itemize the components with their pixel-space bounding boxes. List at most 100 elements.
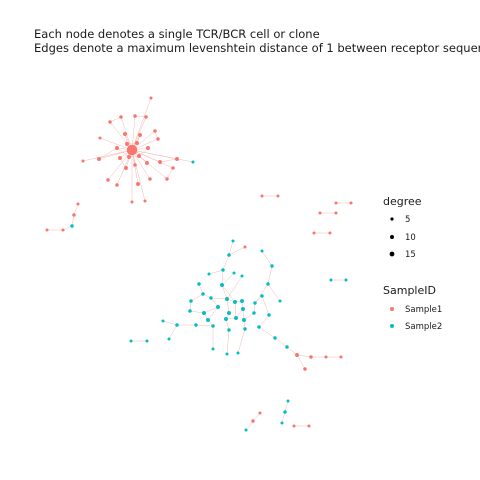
chart-title-line-1: Each node denotes a single TCR/BCR cell … bbox=[34, 27, 320, 41]
network-node bbox=[252, 311, 256, 315]
network-edge bbox=[131, 115, 136, 151]
network-node bbox=[283, 410, 287, 414]
legend-degree-label-10: 10 bbox=[405, 233, 416, 243]
network-node bbox=[175, 323, 179, 327]
network-node bbox=[260, 249, 264, 253]
network-edge bbox=[221, 272, 235, 286]
legend-sample2-label: Sample2 bbox=[405, 322, 442, 332]
network-node bbox=[81, 159, 85, 163]
network-node bbox=[260, 294, 264, 298]
network-edge bbox=[221, 284, 236, 303]
network-node bbox=[145, 161, 149, 165]
network-edge bbox=[107, 149, 133, 181]
network-edge bbox=[168, 324, 178, 340]
network-edge bbox=[284, 400, 289, 413]
network-edge bbox=[261, 295, 270, 316]
network-node bbox=[146, 146, 150, 150]
network-node bbox=[278, 299, 282, 303]
network-node bbox=[211, 347, 215, 351]
network-edge bbox=[296, 354, 306, 370]
legend-sample1-key bbox=[390, 307, 394, 311]
network-edge bbox=[207, 306, 219, 321]
network-node bbox=[240, 299, 244, 303]
network-edge bbox=[258, 314, 270, 328]
network-node bbox=[126, 144, 138, 156]
network-edge bbox=[243, 312, 255, 321]
network-node bbox=[165, 177, 169, 181]
network-node bbox=[227, 311, 231, 315]
network-edge bbox=[226, 298, 230, 314]
legend-degree-key-15 bbox=[389, 251, 395, 257]
network-edge bbox=[166, 167, 174, 180]
network-node bbox=[76, 202, 80, 206]
network-node bbox=[216, 305, 220, 309]
network-node bbox=[144, 115, 148, 119]
network-node bbox=[197, 282, 201, 286]
network-node bbox=[292, 424, 296, 428]
network-node bbox=[98, 136, 102, 140]
network-edge bbox=[131, 149, 151, 180]
network-edge bbox=[131, 149, 139, 185]
network-node bbox=[328, 231, 332, 235]
legend-degree-title: degree bbox=[383, 195, 422, 208]
network-node bbox=[270, 264, 274, 268]
edges-layer bbox=[47, 97, 351, 431]
network-node bbox=[153, 129, 157, 133]
network-node bbox=[227, 253, 231, 257]
legend-degree-key-5 bbox=[390, 217, 394, 221]
network-node bbox=[119, 115, 123, 119]
network-edge bbox=[134, 115, 147, 118]
network-node bbox=[206, 318, 210, 322]
network-node bbox=[220, 283, 224, 287]
network-node bbox=[286, 399, 290, 403]
network-node bbox=[329, 278, 333, 282]
network-node bbox=[232, 271, 236, 275]
network-node bbox=[258, 411, 262, 415]
network-edge bbox=[131, 149, 194, 163]
network-node bbox=[236, 351, 240, 355]
network-node bbox=[334, 201, 338, 205]
chart-title-line-2: Edges denote a maximum levenshtein dista… bbox=[34, 41, 480, 55]
network-node bbox=[260, 194, 264, 198]
network-node bbox=[135, 141, 139, 145]
network-node bbox=[127, 155, 131, 159]
network-node bbox=[158, 160, 162, 164]
network-node bbox=[97, 157, 101, 161]
network-edge bbox=[159, 158, 178, 163]
network-node bbox=[303, 367, 307, 371]
network-node bbox=[244, 428, 248, 432]
network-node bbox=[191, 160, 195, 164]
network-node bbox=[209, 296, 213, 300]
network-edge bbox=[98, 147, 118, 160]
network-node bbox=[312, 231, 316, 235]
network-node bbox=[240, 274, 244, 278]
network-node bbox=[280, 421, 284, 425]
network-edge bbox=[267, 283, 281, 302]
legend-sample1-label: Sample1 bbox=[405, 305, 442, 315]
legend-sampleid-title: SampleID bbox=[383, 284, 436, 297]
network-node bbox=[106, 178, 110, 182]
network-node bbox=[72, 213, 76, 217]
network-node bbox=[344, 278, 348, 282]
network-node bbox=[276, 194, 280, 198]
network-node bbox=[267, 313, 271, 317]
network-edge bbox=[222, 254, 230, 271]
network-edge bbox=[131, 97, 152, 151]
network-node bbox=[211, 324, 215, 328]
network-node bbox=[136, 182, 140, 186]
network-node bbox=[253, 301, 257, 305]
network-edge bbox=[228, 240, 234, 256]
network-node bbox=[138, 133, 142, 137]
network-edge bbox=[198, 283, 204, 295]
network-node bbox=[108, 120, 112, 124]
network-node bbox=[273, 336, 277, 340]
network-edge bbox=[296, 354, 312, 358]
network-node bbox=[324, 355, 328, 359]
network-node bbox=[224, 317, 228, 321]
network-node bbox=[318, 211, 322, 215]
network-node bbox=[130, 200, 134, 204]
network-edge bbox=[131, 149, 146, 202]
network-node bbox=[188, 309, 192, 313]
network-node bbox=[334, 211, 338, 215]
